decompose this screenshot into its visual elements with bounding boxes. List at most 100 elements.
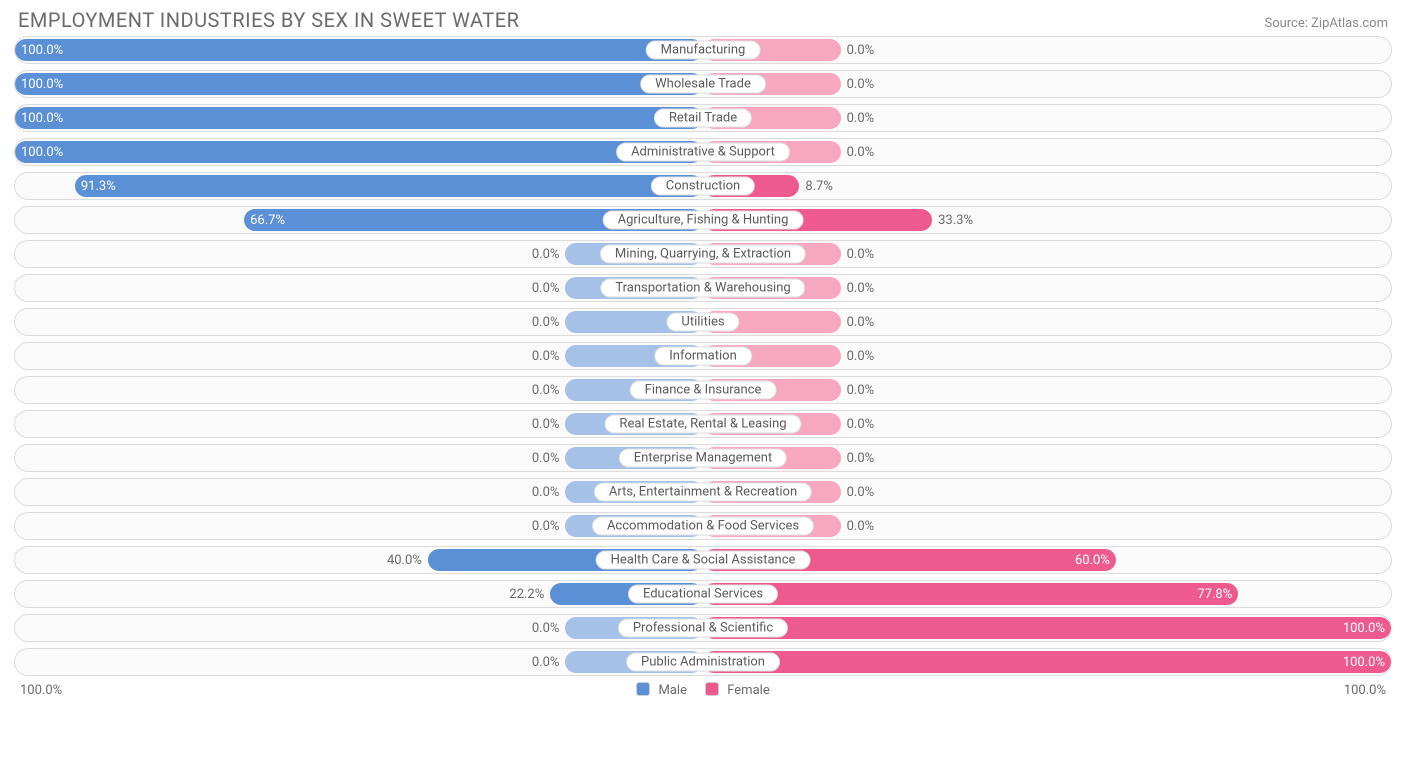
value-label-female: 8.7%: [799, 173, 839, 199]
category-label: Accommodation & Food Services: [592, 517, 814, 536]
category-label: Educational Services: [628, 585, 778, 604]
bar-female: [703, 651, 1391, 673]
value-label-female: 0.0%: [841, 241, 881, 267]
chart-row: 100.0% 0.0% Manufacturing: [14, 36, 1392, 64]
category-label: Information: [654, 347, 752, 366]
value-label-male: 100.0%: [15, 71, 69, 97]
category-label: Administrative & Support: [616, 143, 790, 162]
side-female: 0.0%: [703, 411, 1391, 437]
chart-row: 0.0%0.0%Utilities: [14, 308, 1392, 336]
category-label: Public Administration: [626, 653, 780, 672]
category-label: Health Care & Social Assistance: [596, 551, 811, 570]
value-label-male: 22.2%: [503, 581, 550, 607]
chart-header: EMPLOYMENT INDUSTRIES BY SEX IN SWEET WA…: [14, 8, 1392, 36]
bar-male: [15, 141, 703, 163]
value-label-female: 0.0%: [841, 139, 881, 165]
side-male: 0.0%: [15, 377, 703, 403]
value-label-female: 60.0%: [1069, 547, 1116, 573]
chart-row: 0.0% 0.0% Mining, Quarrying, & Extraction: [14, 240, 1392, 268]
legend-swatch-male: [636, 682, 650, 696]
value-label-male: 40.0%: [381, 547, 428, 573]
value-label-male: 0.0%: [526, 241, 566, 267]
category-label: Manufacturing: [646, 41, 761, 60]
category-label: Transportation & Warehousing: [600, 279, 805, 298]
side-male: 0.0%: [15, 411, 703, 437]
side-male: 91.3%: [15, 173, 703, 199]
chart-row: 0.0% 0.0% Information: [14, 342, 1392, 370]
value-label-male: 0.0%: [526, 615, 566, 641]
chart-row: 40.0% 60.0% Health Care & Social Assistanc…: [14, 546, 1392, 574]
chart-row: 0.0%0.0%Transportation & Warehousing: [14, 274, 1392, 302]
legend-label-male: Male: [659, 683, 687, 698]
value-label-female: 0.0%: [841, 275, 881, 301]
side-male: 66.7%: [15, 207, 703, 233]
value-label-male: 0.0%: [526, 513, 566, 539]
side-female: 100.0%: [703, 649, 1391, 675]
value-label-female: 0.0%: [841, 377, 881, 403]
axis-max-left: 100.0%: [20, 683, 62, 698]
side-male: 0.0%: [15, 343, 703, 369]
value-label-male: 100.0%: [15, 105, 69, 131]
chart-source: Source: ZipAtlas.com: [1264, 16, 1388, 31]
value-label-female: 0.0%: [841, 479, 881, 505]
side-female: 0.0%: [703, 241, 1391, 267]
category-label: Finance & Insurance: [630, 381, 777, 400]
legend-label-female: Female: [727, 683, 769, 698]
category-label: Professional & Scientific: [618, 619, 788, 638]
chart-footer: 100.0% Male Female 100.0%: [14, 676, 1392, 698]
side-male: 100.0%: [15, 139, 703, 165]
value-label-female: 0.0%: [841, 105, 881, 131]
bar-male: [15, 73, 703, 95]
category-label: Utilities: [666, 313, 739, 332]
side-female: 0.0%: [703, 105, 1391, 131]
side-male: 100.0%: [15, 37, 703, 63]
legend-item-male: Male: [636, 682, 687, 698]
chart-title: EMPLOYMENT INDUSTRIES BY SEX IN SWEET WA…: [18, 8, 519, 32]
category-label: Wholesale Trade: [640, 75, 766, 94]
axis-max-right: 100.0%: [1344, 683, 1386, 698]
side-male: 0.0%: [15, 615, 703, 641]
value-label-male: 0.0%: [526, 343, 566, 369]
side-male: 100.0%: [15, 71, 703, 97]
side-male: 0.0%: [15, 445, 703, 471]
chart-container: EMPLOYMENT INDUSTRIES BY SEX IN SWEET WA…: [0, 0, 1406, 708]
value-label-female: 0.0%: [841, 343, 881, 369]
bar-male: [15, 107, 703, 129]
chart-rows: 100.0%0.0%Manufacturing100.0%0.0%Wholesa…: [14, 36, 1392, 676]
value-label-female: 33.3%: [932, 207, 979, 233]
side-female: 0.0%: [703, 275, 1391, 301]
value-label-female: 77.8%: [1191, 581, 1238, 607]
side-male: 22.2%: [15, 581, 703, 607]
bar-male: [15, 39, 703, 61]
value-label-male: 0.0%: [526, 377, 566, 403]
side-female: 0.0%: [703, 343, 1391, 369]
bar-female: [703, 583, 1238, 605]
chart-row: 0.0%0.0%Enterprise Management: [14, 444, 1392, 472]
value-label-male: 0.0%: [526, 649, 566, 675]
category-label: Mining, Quarrying, & Extraction: [600, 245, 806, 264]
category-label: Arts, Entertainment & Recreation: [594, 483, 812, 502]
chart-row: 91.3% 8.7% Construction: [14, 172, 1392, 200]
category-label: Construction: [651, 177, 755, 196]
chart-row: 22.2% 77.8% Educational Services: [14, 580, 1392, 608]
value-label-male: 0.0%: [526, 445, 566, 471]
legend-swatch-female: [705, 682, 719, 696]
chart-row: 66.7%33.3%Agriculture, Fishing & Hunting: [14, 206, 1392, 234]
side-female: 0.0%: [703, 139, 1391, 165]
value-label-female: 0.0%: [841, 37, 881, 63]
side-female: 0.0%: [703, 37, 1391, 63]
bar-male: [75, 175, 703, 197]
value-label-male: 0.0%: [526, 479, 566, 505]
side-female: 77.8%: [703, 581, 1391, 607]
category-label: Real Estate, Rental & Leasing: [604, 415, 801, 434]
chart-row: 100.0%0.0%Wholesale Trade: [14, 70, 1392, 98]
value-label-female: 0.0%: [841, 411, 881, 437]
value-label-female: 100.0%: [1337, 649, 1391, 675]
chart-row: 100.0% 0.0% Administrative & Support: [14, 138, 1392, 166]
chart-row: 0.0% 100.0% Public Administration: [14, 648, 1392, 676]
side-female: 100.0%: [703, 615, 1391, 641]
side-male: 0.0%: [15, 649, 703, 675]
chart-row: 0.0% 0.0% Arts, Entertainment & Recreation: [14, 478, 1392, 506]
side-female: 8.7%: [703, 173, 1391, 199]
value-label-male: 100.0%: [15, 139, 69, 165]
